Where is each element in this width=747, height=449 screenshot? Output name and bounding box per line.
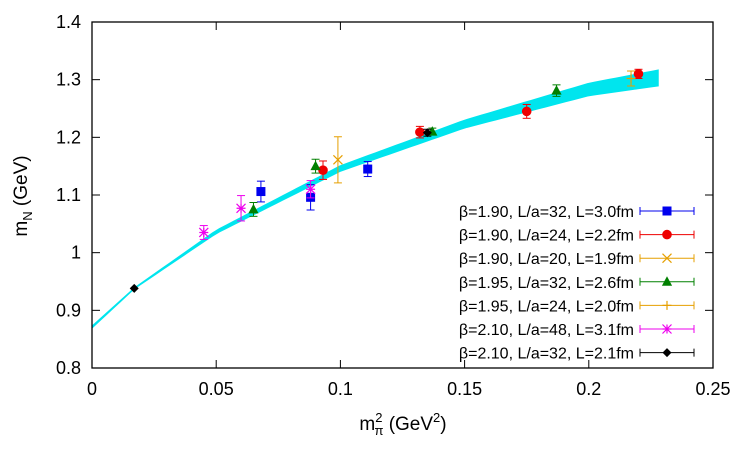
- y-axis-title-unit: (GeV): [11, 155, 32, 211]
- legend-label: β=1.90, L/a=24, L=2.2fm: [459, 228, 634, 245]
- axis-ticks: 0 0.05 0.1 0.15 0.2 0.25 0.8 0.9 1 1.1 1.2 1.3 1.4: [56, 12, 731, 399]
- marker-circle: [415, 127, 425, 137]
- y-tick-label: 1.3: [56, 70, 81, 90]
- marker-cross: [662, 253, 672, 264]
- data-point: [363, 161, 373, 178]
- y-axis-title-sub: N: [20, 211, 35, 220]
- legend-item: β=1.90, L/a=32, L=3.0fm: [459, 204, 695, 221]
- legend-item: β=2.10, L/a=48, L=3.1fm: [459, 322, 695, 339]
- x-tick-label: 0.15: [447, 379, 482, 399]
- legend: β=1.90, L/a=32, L=3.0fm β=1.90, L/a=24, L…: [459, 204, 695, 363]
- x-tick-label: 0.2: [576, 379, 601, 399]
- marker-circle: [521, 106, 532, 117]
- data-point: [521, 103, 532, 119]
- data-points: [129, 68, 644, 293]
- data-point: [318, 160, 328, 180]
- legend-label: β=1.95, L/a=32, L=2.6fm: [459, 275, 634, 292]
- legend-label: β=1.95, L/a=24, L=2.0fm: [459, 298, 634, 315]
- y-tick-label: 1.2: [56, 127, 81, 147]
- marker-plus: [626, 74, 636, 84]
- data-point: [633, 68, 644, 80]
- x-axis-title-sub: π: [374, 423, 383, 438]
- y-tick-label: 0.9: [56, 300, 81, 320]
- legend-item: β=1.90, L/a=20, L=1.9fm: [459, 251, 695, 268]
- x-tick-label: 0: [87, 379, 97, 399]
- marker-circle: [633, 69, 644, 79]
- legend-label: β=2.10, L/a=32, L=2.1fm: [459, 346, 634, 363]
- marker-diamond: [129, 283, 139, 293]
- x-axis-title: m2 π (GeV2): [359, 410, 446, 438]
- y-axis-title-base: m: [11, 221, 32, 237]
- data-point: [248, 201, 259, 217]
- y-axis-title: mN (GeV): [11, 155, 35, 236]
- y-tick-label: 1: [71, 243, 81, 263]
- marker-triangle: [310, 160, 321, 171]
- marker-star: [198, 227, 209, 238]
- marker-circle: [318, 165, 328, 176]
- data-point: [332, 136, 343, 184]
- series-7: [129, 128, 432, 293]
- series-3: [332, 136, 343, 184]
- marker-plus: [662, 300, 672, 310]
- data-point: [129, 283, 139, 293]
- marker-triangle: [661, 276, 673, 286]
- marker-square: [363, 164, 373, 174]
- legend-label: β=2.10, L/a=48, L=3.1fm: [459, 322, 634, 339]
- marker-star: [662, 324, 672, 334]
- series-6: [198, 180, 316, 240]
- x-axis-title-base: m: [359, 414, 375, 435]
- y-tick-label: 1.4: [56, 12, 81, 32]
- marker-star: [305, 184, 316, 195]
- x-tick-label: 0.05: [199, 379, 234, 399]
- data-point: [256, 180, 266, 203]
- legend-item: β=1.95, L/a=24, L=2.0fm: [459, 298, 695, 315]
- data-point: [305, 180, 316, 199]
- marker-star: [236, 203, 246, 214]
- data-point: [198, 225, 209, 240]
- marker-triangle: [248, 203, 259, 214]
- legend-item: β=2.10, L/a=32, L=2.1fm: [459, 346, 695, 363]
- data-point: [236, 195, 246, 222]
- y-tick-label: 0.8: [56, 358, 81, 378]
- legend-item: β=1.95, L/a=32, L=2.6fm: [459, 275, 695, 292]
- data-point: [310, 158, 321, 174]
- x-axis-title-unit-sup: 2: [433, 410, 440, 425]
- x-tick-label: 0.25: [695, 379, 730, 399]
- data-point: [422, 128, 432, 138]
- legend-label: β=1.90, L/a=20, L=1.9fm: [459, 251, 634, 268]
- y-tick-label: 1.1: [56, 185, 81, 205]
- data-point: [551, 84, 562, 97]
- series-2: [318, 68, 644, 180]
- marker-diamond: [662, 348, 672, 358]
- marker-square: [662, 206, 672, 216]
- marker-diamond: [422, 128, 432, 138]
- fit-band: [91, 69, 659, 330]
- data-point: [626, 70, 636, 87]
- marker-square: [256, 187, 266, 197]
- data-point: [415, 125, 425, 139]
- marker-triangle: [551, 85, 562, 95]
- series-5: [626, 70, 636, 87]
- fit-band-layer: [91, 69, 659, 330]
- legend-label: β=1.90, L/a=32, L=3.0fm: [459, 204, 634, 221]
- x-axis-title-sup: 2: [375, 410, 382, 425]
- series-4: [248, 84, 562, 217]
- x-tick-label: 0.1: [328, 379, 353, 399]
- x-axis-title-unit-open: (GeV: [383, 414, 433, 435]
- x-axis-title-unit-close: ): [440, 414, 446, 435]
- marker-circle: [662, 229, 672, 240]
- marker-cross: [332, 154, 343, 165]
- legend-item: β=1.90, L/a=24, L=2.2fm: [459, 228, 695, 245]
